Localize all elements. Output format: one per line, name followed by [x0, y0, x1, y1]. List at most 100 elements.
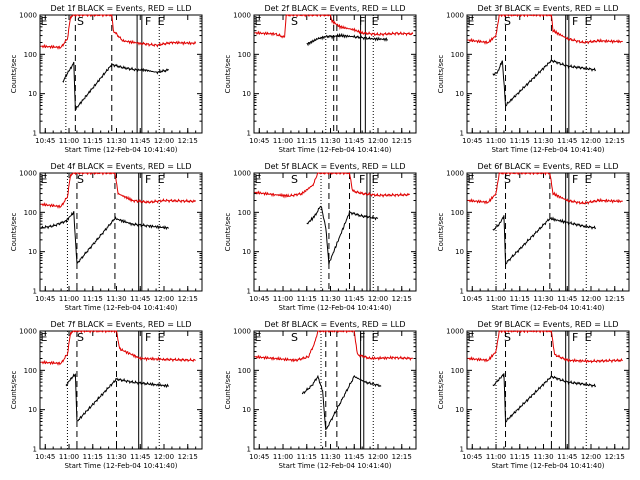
x-tick-label: 11:30: [533, 295, 553, 303]
y-tick-label: 1: [460, 446, 464, 454]
marker-letter-e: E: [372, 15, 379, 28]
marker-letter-e: E: [372, 173, 379, 186]
x-tick-label: 11:00: [486, 295, 506, 303]
marker-letter-e: E: [468, 331, 475, 344]
marker-letter-e: E: [255, 173, 262, 186]
y-axis-label: Counts/sec: [437, 55, 445, 94]
y-tick-label: 10: [28, 248, 37, 256]
y-axis-label: Counts/sec: [224, 213, 232, 252]
x-tick-label: 11:30: [320, 295, 340, 303]
panel-title: Det 8f BLACK = Events, RED = LLD: [264, 320, 405, 329]
x-tick-label: 11:00: [486, 137, 506, 145]
marker-letter-f: F: [572, 15, 578, 28]
y-axis-label: Counts/sec: [224, 55, 232, 94]
x-tick-label: 11:30: [106, 453, 126, 461]
y-tick-label: 1000: [19, 170, 37, 178]
x-tick-label: 11:30: [106, 295, 126, 303]
y-tick-label: 1: [460, 288, 464, 296]
x-tick-label: 11:45: [344, 295, 364, 303]
marker-letter-e: E: [41, 331, 48, 344]
x-tick-label: 11:30: [320, 453, 340, 461]
x-tick-label: 12:15: [178, 137, 198, 145]
marker-letter-e: E: [255, 331, 262, 344]
panel-det-1: Det 1f BLACK = Events, RED = LLD 1 10 100 10…: [10, 4, 203, 154]
y-axis-label: Counts/sec: [437, 371, 445, 410]
x-tick-label: 12:15: [605, 137, 625, 145]
x-tick-label: 11:30: [106, 137, 126, 145]
lld-series-line: [467, 172, 623, 205]
lld-series-line: [40, 172, 197, 209]
y-tick-label: 100: [238, 367, 251, 375]
lld-series-line: [467, 14, 623, 45]
x-tick-label: 12:00: [581, 453, 601, 461]
x-tick-label: 11:15: [510, 453, 530, 461]
panel-title: Det 2f BLACK = Events, RED = LLD: [264, 4, 405, 13]
lld-series-line: [254, 330, 414, 363]
x-tick-label: 11:30: [533, 137, 553, 145]
y-tick-label: 1000: [446, 328, 464, 336]
x-tick-label: 12:15: [392, 137, 412, 145]
y-tick-label: 1: [247, 130, 251, 138]
panel-title: Det 1f BLACK = Events, RED = LLD: [50, 4, 191, 13]
y-tick-label: 1000: [19, 12, 37, 20]
x-tick-label: 11:45: [344, 137, 364, 145]
marker-letter-f: F: [145, 173, 151, 186]
marker-letter-f: F: [359, 331, 365, 344]
x-tick-label: 12:00: [154, 137, 174, 145]
x-axis-label: Start Time (12-Feb-04 10:41:40): [64, 462, 177, 470]
panel-title: Det 3f BLACK = Events, RED = LLD: [477, 4, 618, 13]
x-tick-label: 11:00: [59, 453, 79, 461]
marker-letter-s: S: [77, 331, 84, 344]
plot-frame: [466, 172, 630, 292]
x-tick-label: 10:45: [462, 295, 482, 303]
y-tick-label: 1: [33, 446, 37, 454]
y-tick-label: 100: [238, 209, 251, 217]
x-axis-label: Start Time (12-Feb-04 10:41:40): [64, 146, 177, 154]
marker-letter-f: F: [572, 331, 578, 344]
marker-letter-e: E: [158, 331, 165, 344]
marker-letter-s: S: [77, 173, 84, 186]
y-axis-label: Counts/sec: [10, 371, 18, 410]
panel-det-9: Det 9f BLACK = Events, RED = LLD 1 10 100 10…: [437, 320, 630, 470]
y-tick-label: 100: [451, 51, 464, 59]
x-tick-label: 11:15: [297, 453, 317, 461]
plot-frame: [466, 330, 630, 450]
events-series-line: [492, 58, 597, 107]
x-tick-label: 11:15: [510, 295, 530, 303]
y-tick-label: 1000: [233, 170, 251, 178]
x-tick-label: 10:45: [462, 453, 482, 461]
y-axis-label: Counts/sec: [224, 371, 232, 410]
marker-letter-s: S: [291, 173, 298, 186]
marker-letter-f: F: [359, 173, 365, 186]
x-tick-label: 11:00: [486, 453, 506, 461]
y-tick-label: 10: [455, 406, 464, 414]
marker-letter-f: F: [572, 173, 578, 186]
y-tick-label: 10: [28, 406, 37, 414]
x-tick-label: 12:15: [605, 295, 625, 303]
marker-letter-f: F: [145, 331, 151, 344]
x-tick-label: 12:00: [368, 453, 388, 461]
x-tick-label: 12:00: [581, 137, 601, 145]
x-tick-label: 12:00: [154, 295, 174, 303]
y-tick-label: 1: [247, 288, 251, 296]
y-tick-label: 100: [24, 209, 37, 217]
marker-letter-e: E: [41, 173, 48, 186]
y-tick-label: 1000: [446, 170, 464, 178]
x-tick-label: 11:45: [130, 137, 150, 145]
plot-frame: [253, 330, 417, 450]
y-tick-label: 1: [33, 288, 37, 296]
x-tick-label: 11:00: [59, 295, 79, 303]
y-tick-label: 1000: [233, 12, 251, 20]
events-series-line: [62, 61, 170, 111]
panel-det-7: Det 7f BLACK = Events, RED = LLD 1 10 100 10…: [10, 320, 203, 470]
x-tick-label: 11:15: [83, 453, 103, 461]
marker-letter-e: E: [372, 331, 379, 344]
x-tick-label: 12:00: [368, 137, 388, 145]
x-tick-label: 11:15: [83, 137, 103, 145]
marker-letter-e: E: [41, 15, 48, 28]
x-tick-label: 11:15: [510, 137, 530, 145]
events-series-line: [40, 211, 169, 264]
lld-series-line: [467, 330, 623, 364]
events-series-line: [306, 32, 388, 47]
